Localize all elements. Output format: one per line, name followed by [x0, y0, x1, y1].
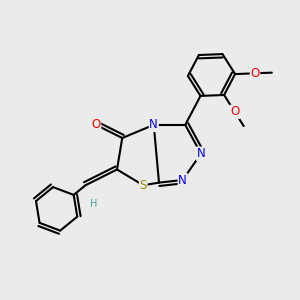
Text: O: O [92, 118, 100, 131]
Text: S: S [140, 179, 147, 192]
Text: O: O [230, 105, 239, 119]
Text: N: N [149, 118, 158, 131]
Text: O: O [250, 67, 260, 80]
Text: N: N [178, 173, 187, 187]
Text: N: N [196, 147, 206, 160]
Text: H: H [90, 199, 97, 208]
